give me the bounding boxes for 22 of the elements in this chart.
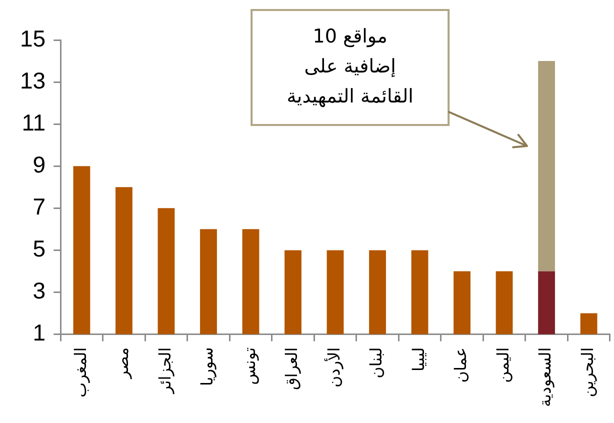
annotation: 10 مواقع إضافية على القائمة التمهيدية (286, 25, 414, 108)
x-tick-label: ليبيا (408, 347, 428, 372)
x-tick-label: عمان (451, 347, 470, 383)
x-tick-label: تونس (240, 347, 259, 385)
x-tick-label: مصر (113, 347, 132, 380)
y-tick-label: 15 (20, 25, 46, 52)
x-tick-label: اليمن (493, 347, 512, 383)
x-tick-label: الجزائر (155, 347, 174, 394)
y-tick-label: 7 (32, 193, 46, 220)
y-tick-label: 11 (22, 109, 46, 136)
x-tick-label: سوريا (198, 347, 217, 386)
y-tick-label: 1 (32, 320, 46, 346)
y-tick-label: 5 (32, 236, 46, 262)
y-tick-label: 13 (20, 67, 46, 94)
x-tick-label: السعودية (536, 347, 555, 407)
x-tick-label: العراق (282, 347, 302, 390)
x-tick-label: الأردن (323, 347, 344, 388)
x-tick-label: المغرب (70, 347, 90, 398)
y-tick-label: 3 (32, 278, 46, 304)
x-tick-label: لبنان (366, 347, 386, 378)
y-tick-label: 9 (32, 151, 46, 178)
x-tick-label: البحرين (578, 347, 597, 398)
